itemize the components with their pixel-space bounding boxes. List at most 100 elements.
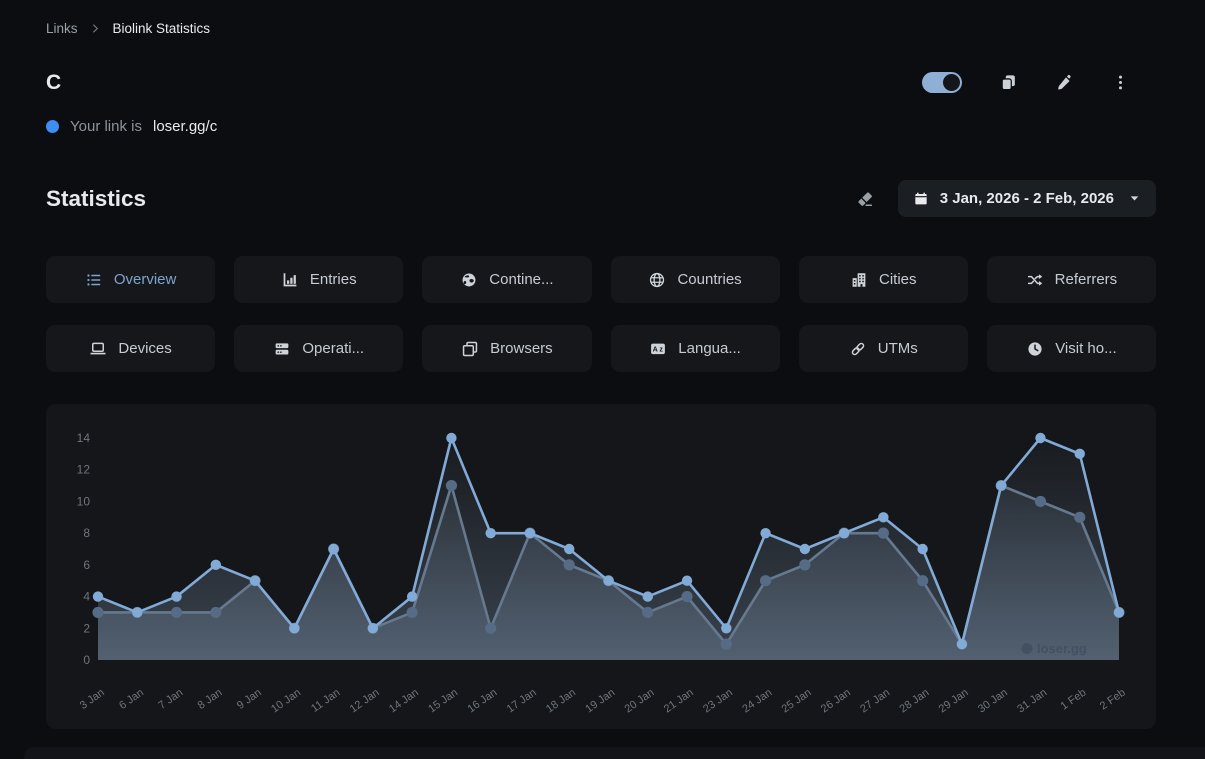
- svg-text:20 Jan: 20 Jan: [623, 687, 657, 716]
- your-link-label: Your link is: [70, 117, 142, 135]
- svg-text:10: 10: [77, 494, 91, 508]
- svg-text:2 Feb: 2 Feb: [1098, 687, 1128, 713]
- tab-utms[interactable]: UTMs: [798, 325, 968, 372]
- tab-label: UTMs: [877, 340, 918, 357]
- svg-text:27 Jan: 27 Jan: [858, 687, 892, 716]
- tab-label: Overview: [113, 271, 177, 288]
- svg-text:4: 4: [83, 590, 90, 604]
- more-options-icon[interactable]: [1111, 73, 1130, 92]
- globe-earth-icon: [460, 271, 478, 289]
- svg-text:12: 12: [77, 463, 91, 477]
- svg-text:31 Jan: 31 Jan: [1015, 687, 1049, 716]
- statistics-tabs: Overview Entries Contine... Countries Cities…: [46, 256, 1156, 372]
- svg-text:21 Jan: 21 Jan: [662, 687, 696, 716]
- calendar-icon: [913, 191, 929, 207]
- tab-referrers[interactable]: Referrers: [986, 256, 1156, 303]
- list-icon: [85, 271, 103, 289]
- svg-text:16 Jan: 16 Jan: [465, 687, 499, 716]
- svg-text:11 Jan: 11 Jan: [309, 687, 342, 715]
- svg-text:28 Jan: 28 Jan: [897, 687, 931, 716]
- tab-cities[interactable]: Cities: [798, 256, 968, 303]
- svg-text:19 Jan: 19 Jan: [583, 687, 617, 716]
- tab-browsers[interactable]: Browsers: [422, 325, 592, 372]
- tab-label: Browsers: [490, 340, 553, 357]
- tab-entries[interactable]: Entries: [234, 256, 404, 303]
- next-section-edge: [24, 747, 1205, 759]
- svg-text:0: 0: [83, 653, 90, 667]
- statistics-header-row: Statistics 3 Jan, 2026 - 2 Feb, 2026: [46, 180, 1156, 217]
- svg-text:1 Feb: 1 Feb: [1059, 687, 1089, 713]
- statistics-actions: 3 Jan, 2026 - 2 Feb, 2026: [855, 180, 1156, 217]
- tab-label: Devices: [118, 340, 172, 357]
- link-icon: [849, 340, 867, 358]
- tab-label: Countries: [677, 271, 742, 288]
- svg-text:14 Jan: 14 Jan: [387, 687, 421, 716]
- svg-text:2: 2: [83, 621, 90, 635]
- link-url[interactable]: loser.gg/c: [152, 117, 218, 135]
- tab-overview[interactable]: Overview: [46, 256, 216, 303]
- shuffle-icon: [1026, 271, 1044, 289]
- date-range-value: 3 Jan, 2026 - 2 Feb, 2026: [939, 190, 1114, 207]
- caret-down-icon: [1128, 192, 1141, 205]
- copy-icon[interactable]: [999, 73, 1018, 92]
- svg-text:24 Jan: 24 Jan: [740, 687, 774, 716]
- toggle-knob: [943, 74, 960, 91]
- breadcrumb-links[interactable]: Links: [46, 21, 78, 36]
- svg-text:3 Jan: 3 Jan: [78, 687, 107, 712]
- svg-text:14: 14: [77, 431, 91, 445]
- svg-text:8: 8: [83, 526, 90, 540]
- tab-operati[interactable]: Operati...: [234, 325, 404, 372]
- svg-text:26 Jan: 26 Jan: [819, 687, 853, 716]
- link-actions: [922, 72, 1130, 93]
- tab-countries[interactable]: Countries: [610, 256, 780, 303]
- statistics-heading: Statistics: [46, 185, 147, 211]
- svg-text:z: z: [660, 345, 664, 353]
- tab-label: Operati...: [302, 340, 365, 357]
- svg-text:12 Jan: 12 Jan: [348, 687, 382, 716]
- visits-chart: 0 2 4 6 8 10 12 14 3 Jan 6 Jan 7 Jan 8 Jan 9 Jan 10 J…: [46, 404, 1156, 729]
- tab-devices[interactable]: Devices: [46, 325, 216, 372]
- svg-text:A: A: [653, 345, 658, 353]
- svg-text:15 Jan: 15 Jan: [426, 687, 460, 716]
- svg-text:9 Jan: 9 Jan: [235, 687, 264, 712]
- svg-text:6: 6: [83, 558, 90, 572]
- biolink-statistics-page: Links Biolink Statistics c Your link is …: [46, 0, 1156, 729]
- edit-icon[interactable]: [1055, 73, 1074, 92]
- tab-contine[interactable]: Contine...: [422, 256, 592, 303]
- tab-label: Langua...: [678, 340, 741, 357]
- chart-card: 0 2 4 6 8 10 12 14 3 Jan 6 Jan 7 Jan 8 Jan 9 Jan 10 J…: [46, 404, 1156, 729]
- globe-grid-icon: [648, 271, 666, 289]
- svg-text:7 Jan: 7 Jan: [156, 687, 185, 712]
- chevron-right-icon: [90, 23, 101, 34]
- svg-text:29 Jan: 29 Jan: [937, 687, 971, 716]
- svg-text:6 Jan: 6 Jan: [117, 687, 146, 712]
- svg-text:10 Jan: 10 Jan: [269, 687, 303, 716]
- laptop-icon: [89, 340, 107, 358]
- breadcrumb-current: Biolink Statistics: [112, 21, 211, 36]
- clock-icon: [1026, 340, 1044, 358]
- link-status-row: Your link is loser.gg/c: [46, 117, 1156, 135]
- tab-label: Entries: [309, 271, 357, 288]
- svg-text:17 Jan: 17 Jan: [505, 687, 539, 716]
- svg-text:30 Jan: 30 Jan: [976, 687, 1010, 716]
- clear-filters-icon[interactable]: [855, 189, 875, 209]
- server-icon: [273, 340, 291, 358]
- tab-label: Referrers: [1054, 271, 1118, 288]
- date-range-button[interactable]: 3 Jan, 2026 - 2 Feb, 2026: [897, 180, 1156, 217]
- svg-text:23 Jan: 23 Jan: [701, 687, 735, 716]
- tab-visit-ho[interactable]: Visit ho...: [986, 325, 1156, 372]
- svg-text:8 Jan: 8 Jan: [196, 687, 225, 712]
- window-icon: [461, 340, 479, 358]
- link-enabled-toggle[interactable]: [922, 72, 962, 93]
- status-dot: [46, 119, 59, 133]
- link-header-row: c: [46, 69, 1156, 96]
- tab-label: Visit ho...: [1055, 340, 1117, 357]
- svg-text:loser.gg: loser.gg: [1037, 641, 1087, 656]
- tab-label: Cities: [878, 271, 917, 288]
- breadcrumb: Links Biolink Statistics: [46, 0, 1156, 36]
- chart-icon: [281, 271, 299, 289]
- link-title: c: [46, 70, 62, 94]
- svg-text:18 Jan: 18 Jan: [544, 687, 578, 716]
